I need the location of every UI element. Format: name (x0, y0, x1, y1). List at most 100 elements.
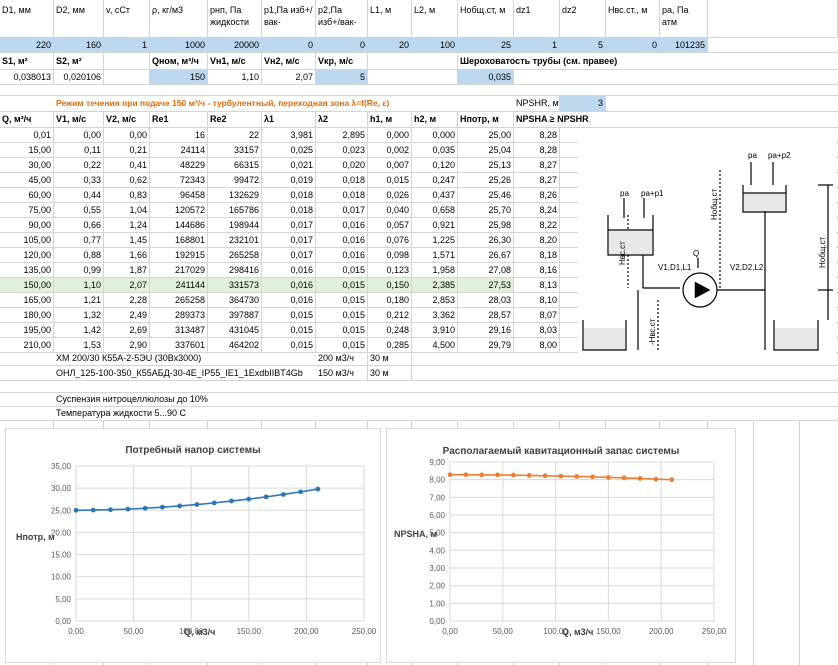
cell-roughness-value[interactable]: 0,035 (458, 70, 514, 84)
cell-h2[interactable]: 0,437 (412, 188, 458, 202)
cell-dz1-header[interactable]: dz1 (514, 0, 560, 37)
cell-q[interactable]: 120,00 (0, 248, 54, 262)
cell-v1[interactable]: 1,32 (54, 308, 104, 322)
cell-lambda1[interactable]: 0,025 (262, 143, 316, 157)
cell-npsha[interactable]: 8,22 (514, 218, 560, 232)
cell-hpotr[interactable]: 25,04 (458, 143, 514, 157)
cell-l2-value[interactable]: 100 (412, 38, 458, 52)
cell-v1[interactable]: 1,53 (54, 338, 104, 352)
cell-hvs-value[interactable]: 0 (606, 38, 660, 52)
cell-npsha[interactable]: 8,28 (514, 128, 560, 142)
cell-h2[interactable]: 1,958 (412, 263, 458, 277)
cell-h2[interactable]: 0,247 (412, 173, 458, 187)
cell-lambda2[interactable]: 0,016 (316, 233, 368, 247)
note-fluid[interactable]: Суспензия нитроцеллюлозы до 10% (56, 394, 208, 404)
cell-vkr-label[interactable]: Vкр, м/с (316, 53, 368, 69)
cell-npsha[interactable]: 8,18 (514, 248, 560, 262)
cell-re1[interactable]: 24114 (150, 143, 208, 157)
cell-lambda2[interactable]: 0,015 (316, 293, 368, 307)
cell-v1[interactable]: 0,44 (54, 188, 104, 202)
cell-q[interactable]: 180,00 (0, 308, 54, 322)
cell-rho-header[interactable]: ρ, кг/м3 (150, 0, 208, 37)
cell-q[interactable]: 15,00 (0, 143, 54, 157)
cell-qnom-value[interactable]: 150 (150, 70, 208, 84)
cell-empty[interactable] (708, 0, 838, 37)
cell-h2[interactable]: 0,120 (412, 158, 458, 172)
cell-hpotr[interactable]: 29,79 (458, 338, 514, 352)
cell-re1[interactable]: 289373 (150, 308, 208, 322)
cell-npsha[interactable]: 8,24 (514, 203, 560, 217)
cell-v1[interactable]: 0,22 (54, 158, 104, 172)
cell-hpotr[interactable]: 29,16 (458, 323, 514, 337)
cell-re1[interactable]: 265258 (150, 293, 208, 307)
cell-lambda1[interactable]: 0,021 (262, 158, 316, 172)
cell-lambda2[interactable]: 0,015 (316, 263, 368, 277)
cell-empty[interactable] (104, 70, 150, 84)
cell-v2[interactable]: 1,66 (104, 248, 150, 262)
cell-empty[interactable] (368, 70, 458, 84)
cell-v2[interactable]: 0,62 (104, 173, 150, 187)
cell-v-header[interactable]: v, сСт (104, 0, 150, 37)
cell-lambda1[interactable]: 3,981 (262, 128, 316, 142)
cell-re1[interactable]: 120572 (150, 203, 208, 217)
chart-required-head[interactable]: Потребный напор системы Нпотр, м Q, м3/ч… (5, 428, 381, 663)
cell-p2-value[interactable]: 0 (316, 38, 368, 52)
cell-h1[interactable]: 0,098 (368, 248, 412, 262)
cell-p1-header[interactable]: p1,Па изб+/вак- (262, 0, 316, 37)
cell-v2[interactable]: 0,21 (104, 143, 150, 157)
cell-h2[interactable]: 0,658 (412, 203, 458, 217)
cell-h2[interactable]: 0,035 (412, 143, 458, 157)
cell-re1[interactable]: 72343 (150, 173, 208, 187)
cell-re2[interactable]: 99472 (208, 173, 262, 187)
cell-re1[interactable]: 192915 (150, 248, 208, 262)
cell-p2-header[interactable]: p2,Па изб+/вак- (316, 0, 368, 37)
cell-lambda1[interactable]: 0,015 (262, 308, 316, 322)
cell-v2[interactable]: 2,69 (104, 323, 150, 337)
cell-hpotr[interactable]: 28,03 (458, 293, 514, 307)
note-pump-1-flow[interactable]: 200 м3/ч (316, 351, 368, 365)
cell-p1-value[interactable]: 0 (262, 38, 316, 52)
cell-re2[interactable]: 364730 (208, 293, 262, 307)
cell-v1[interactable]: 0,11 (54, 143, 104, 157)
cell-dz2-value[interactable]: 5 (560, 38, 606, 52)
cell-h1[interactable]: 0,212 (368, 308, 412, 322)
cell-q[interactable]: 210,00 (0, 338, 54, 352)
cell-q[interactable]: 30,00 (0, 158, 54, 172)
cell-re2[interactable]: 33157 (208, 143, 262, 157)
cell-lambda1[interactable]: 0,016 (262, 263, 316, 277)
note-pump-2-flow[interactable]: 150 м3/ч (316, 366, 368, 380)
cell-lambda2[interactable]: 0,016 (316, 218, 368, 232)
cell-s1-value[interactable]: 0,038013 (0, 70, 54, 84)
cell-q[interactable]: 105,00 (0, 233, 54, 247)
cell-vn2-label[interactable]: Vн2, м/с (262, 53, 316, 69)
cell-lambda1[interactable]: 0,016 (262, 293, 316, 307)
hydraulic-schematic[interactable]: pa pa+p1 pa pa+p2 Q V1,D1,L1 V2,D2,L2 Нв… (578, 140, 836, 354)
cell-npsha[interactable]: 8,07 (514, 308, 560, 322)
cell-v1[interactable]: 1,21 (54, 293, 104, 307)
th-v2[interactable]: V2, м/с (104, 112, 150, 127)
cell-v1[interactable]: 0,77 (54, 233, 104, 247)
cell-lambda1[interactable]: 0,015 (262, 323, 316, 337)
cell-lambda2[interactable]: 0,016 (316, 248, 368, 262)
cell-re2[interactable]: 431045 (208, 323, 262, 337)
cell-h1[interactable]: 0,040 (368, 203, 412, 217)
cell-v2[interactable]: 1,24 (104, 218, 150, 232)
cell-re1[interactable]: 337601 (150, 338, 208, 352)
cell-lambda2[interactable]: 0,015 (316, 308, 368, 322)
note-pump-1-head[interactable]: 30 м (368, 351, 412, 365)
cell-v1[interactable]: 0,55 (54, 203, 104, 217)
cell-re2[interactable]: 66315 (208, 158, 262, 172)
cell-re2[interactable]: 232101 (208, 233, 262, 247)
cell-v1[interactable]: 0,33 (54, 173, 104, 187)
cell-roughness-label[interactable]: Шероховатость трубы (см. правее) (460, 55, 618, 66)
cell-l1-value[interactable]: 20 (368, 38, 412, 52)
cell-npshr-label[interactable]: NPSHR, м (514, 96, 560, 111)
cell-hpotr[interactable]: 28,57 (458, 308, 514, 322)
cell-h1[interactable]: 0,150 (368, 278, 412, 292)
cell-re1[interactable]: 168801 (150, 233, 208, 247)
cell-v1[interactable]: 1,42 (54, 323, 104, 337)
cell-q[interactable]: 75,00 (0, 203, 54, 217)
th-v1[interactable]: V1, м/с (54, 112, 104, 127)
cell-h2[interactable]: 1,225 (412, 233, 458, 247)
